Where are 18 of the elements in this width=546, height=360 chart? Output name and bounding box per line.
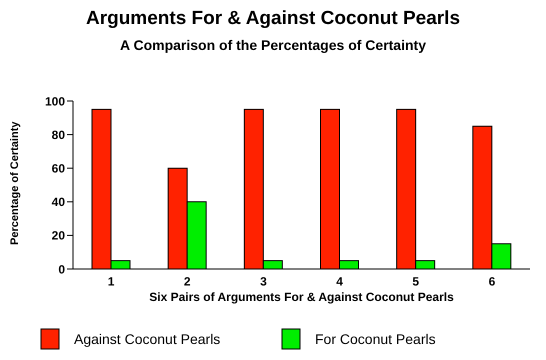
y-tick-label: 80 — [52, 128, 66, 142]
x-tick-label: 4 — [336, 274, 344, 289]
y-tick-label: 40 — [52, 195, 66, 210]
y-tick-label: 0 — [58, 262, 66, 276]
x-tick-label: 6 — [488, 274, 496, 289]
y-tick-label: 20 — [52, 228, 66, 243]
x-axis-title: Six Pairs of Arguments For & Against Coconut Pearls — [149, 290, 454, 304]
x-tick-label: 1 — [108, 274, 115, 289]
chart-subtitle: A Comparison of the Percentages of Certainty — [119, 37, 427, 53]
chart-title: Arguments For & Against Coconut Pearls — [84, 8, 462, 30]
x-tick-label: 2 — [184, 274, 191, 289]
y-tick-label: 60 — [52, 161, 66, 176]
legend-label: Against Coconut Pearls — [74, 331, 220, 347]
x-tick-label: 3 — [260, 274, 268, 289]
legend-label: For Coconut Pearls — [315, 331, 436, 347]
y-axis-title: Percentage of Certainty — [8, 120, 21, 245]
y-tick-label: 100 — [44, 94, 66, 108]
x-tick-label: 5 — [412, 274, 420, 289]
